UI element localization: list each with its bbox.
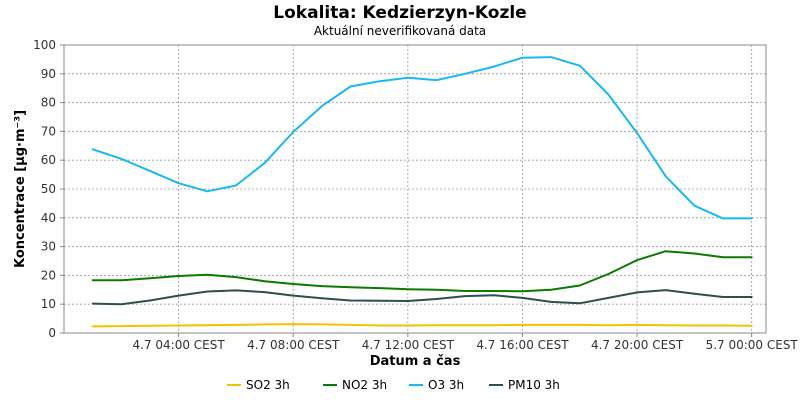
y-tick-label: 50 (41, 182, 56, 196)
y-axis-label: Koncentrace [µg·m⁻³] (13, 110, 28, 268)
legend-label: SO2 3h (246, 378, 290, 392)
legend-item-so2: SO2 3h (227, 378, 290, 392)
legend-label: NO2 3h (342, 378, 387, 392)
series-lines (91, 56, 753, 328)
y-tick-label: 60 (41, 153, 56, 167)
series-line-o3 (91, 56, 753, 220)
x-tick-label: 4.7 04:00 CEST (133, 338, 226, 352)
legend: SO2 3h NO2 3h O3 3h PM10 3h (227, 378, 560, 392)
x-tick-label: 4.7 08:00 CEST (247, 338, 340, 352)
legend-label: O3 3h (428, 378, 464, 392)
x-tick-label: 4.7 20:00 CEST (591, 338, 684, 352)
y-tick-label: 10 (41, 297, 56, 311)
y-tick-label: 90 (41, 67, 56, 81)
legend-item-pm10: PM10 3h (489, 378, 560, 392)
x-axis-ticks: 4.7 04:00 CEST 4.7 08:00 CEST 4.7 12:00 CE… (133, 333, 799, 352)
y-tick-label: 100 (33, 38, 56, 52)
series-line-pm10 (91, 289, 753, 306)
y-tick-label: 40 (41, 211, 56, 225)
y-tick-label: 30 (41, 240, 56, 254)
y-tick-label: 0 (48, 326, 56, 340)
series-line-so2 (91, 323, 753, 328)
y-axis-ticks: 0 10 20 30 40 50 60 70 80 90 100 (33, 38, 64, 340)
legend-item-o3: O3 3h (409, 378, 464, 392)
series-line-no2 (91, 250, 753, 293)
x-tick-label: 5.7 00:00 CEST (706, 338, 799, 352)
y-tick-label: 80 (41, 96, 56, 110)
y-tick-label: 20 (41, 268, 56, 282)
y-tick-label: 70 (41, 124, 56, 138)
legend-label: PM10 3h (508, 378, 560, 392)
x-tick-label: 4.7 12:00 CEST (362, 338, 455, 352)
chart-title: Lokalita: Kedzierzyn-Kozle (273, 3, 526, 23)
plot-area (63, 44, 767, 334)
legend-item-no2: NO2 3h (323, 378, 387, 392)
x-tick-label: 4.7 16:00 CEST (476, 338, 569, 352)
grid (64, 45, 766, 333)
x-axis-label: Datum a čas (370, 354, 461, 369)
chart-subtitle: Aktuální neverifikovaná data (314, 24, 486, 38)
